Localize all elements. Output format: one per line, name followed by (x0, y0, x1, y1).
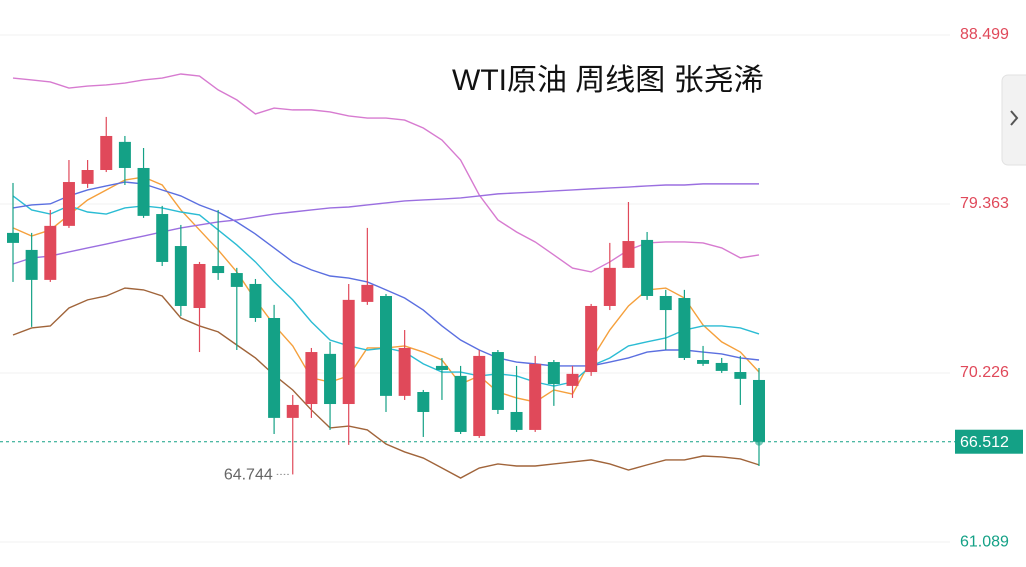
current-price-dot (755, 437, 763, 446)
candle-body (212, 266, 225, 274)
indicator-line (12, 73, 760, 273)
candle-body (566, 373, 579, 386)
current-price-label: 66.512 (960, 434, 1009, 451)
candle-body (118, 141, 131, 168)
indicator-line (12, 287, 760, 479)
candle-body (342, 299, 355, 405)
candle-body (547, 362, 560, 385)
y-tick-label: 70.226 (960, 364, 1009, 381)
candle-body (305, 352, 318, 405)
candle-body (641, 239, 654, 296)
candle-body (715, 362, 728, 371)
low-label: 64.744 (224, 467, 273, 484)
candle-body (62, 182, 75, 226)
grid (0, 34, 955, 543)
candle-body (678, 298, 691, 358)
candle-body (137, 167, 150, 216)
candle-body (622, 241, 635, 268)
indicator-line (12, 181, 760, 367)
indicator-line (12, 183, 759, 265)
y-tick-label: 79.363 (960, 195, 1009, 212)
y-tick-label: 61.089 (960, 533, 1009, 550)
chevron-icon[interactable] (1010, 110, 1019, 126)
candle-body (529, 363, 542, 430)
candles: 64.744 (7, 116, 765, 484)
candle-body (734, 372, 747, 379)
candle-body (324, 353, 337, 405)
candle-body (249, 283, 262, 319)
candle-body (417, 391, 430, 412)
candle-body (603, 267, 616, 306)
candle-body (659, 295, 672, 311)
candle-body (174, 246, 187, 306)
candle-body (286, 404, 299, 418)
candle-body (361, 284, 374, 302)
candle-body (398, 347, 411, 396)
candle-body (156, 214, 169, 262)
candle-body (81, 170, 94, 184)
candle-body (230, 273, 243, 287)
chart-title: WTI原油 周线图 张尧浠 (452, 64, 764, 97)
current-price-badge (955, 429, 1023, 454)
candle-body (697, 359, 710, 364)
candle-body (491, 352, 504, 410)
candle-body (380, 295, 392, 396)
candle-body (435, 365, 448, 370)
candle-body (25, 249, 38, 280)
candle-body (454, 375, 467, 432)
side-panel-button[interactable] (1001, 74, 1026, 166)
candle-body (268, 318, 281, 418)
candle-body (44, 225, 57, 280)
y-tick-label: 88.499 (960, 26, 1009, 43)
candle-body (7, 232, 19, 243)
price-axis: 88.499 79.363 70.226 61.089 66.512 (955, 26, 1023, 550)
candle-body (753, 379, 765, 442)
candle-body (585, 305, 598, 373)
candle-body (100, 135, 113, 171)
candle-body (193, 263, 206, 309)
candle-body (473, 355, 486, 437)
candle-body (510, 411, 523, 430)
